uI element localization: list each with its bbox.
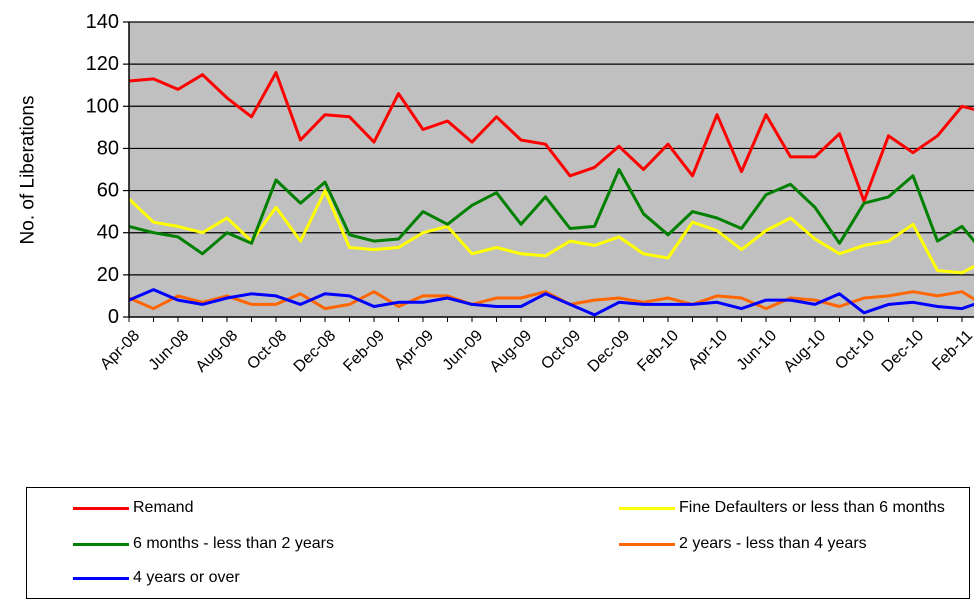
y-tick-label-140: 140	[86, 11, 119, 33]
legend-item-remand: Remand	[73, 498, 193, 518]
y-tick-label-100: 100	[86, 95, 119, 117]
y-axis-label: No. of Liberations	[18, 96, 39, 245]
legend-label-4y-over: 4 years or over	[133, 569, 240, 586]
x-tick-label-Feb-10: Feb-10	[634, 327, 682, 375]
y-tick-label-120: 120	[86, 53, 119, 75]
x-tick-label-Jun-10: Jun-10	[734, 327, 781, 374]
legend-swatch-4y-over	[73, 576, 129, 580]
series-lines	[127, 71, 974, 317]
y-tick-label-60: 60	[97, 180, 119, 202]
y-tick-label-20: 20	[97, 264, 119, 286]
x-tick-label-Oct-09: Oct-09	[538, 327, 584, 373]
legend-item-6m-2y: 6 months - less than 2 years	[73, 534, 334, 554]
x-tick-label-Dec-09: Dec-09	[585, 327, 634, 376]
legend-label-fine-defaulters: Fine Defaulters or less than 6 months	[679, 499, 945, 516]
legend-item-fine-defaulters: Fine Defaulters or less than 6 months	[619, 498, 945, 518]
gridlines	[129, 21, 974, 276]
y-tick-label-80: 80	[97, 137, 119, 159]
legend-swatch-fine-defaulters	[619, 506, 675, 510]
legend-item-4y-over: 4 years or over	[73, 568, 240, 588]
x-tick-label-Aug-08: Aug-08	[193, 327, 242, 376]
legend: Remand Fine Defaulters or less than 6 mo…	[26, 487, 970, 599]
series-line-1	[127, 189, 974, 275]
legend-swatch-2y-4y	[619, 542, 675, 546]
y-tick-label-0: 0	[108, 306, 119, 328]
legend-item-2y-4y: 2 years - less than 4 years	[619, 534, 867, 554]
x-tick-label-Apr-09: Apr-09	[391, 327, 437, 373]
x-tick-label-Oct-08: Oct-08	[244, 327, 290, 373]
x-tick-label-Jun-09: Jun-09	[440, 327, 487, 374]
x-tick-labels: Apr-08 Jun-08 Aug-08 Oct-08 Dec-08 Feb-09 Apr-…	[97, 317, 974, 376]
legend-swatch-remand	[73, 506, 129, 510]
x-tick-label-Jun-08: Jun-08	[146, 327, 193, 374]
series-line-0	[128, 71, 974, 203]
y-tick-labels: 0 20 40 60 80 100 120 140	[86, 11, 129, 328]
series-line-2	[128, 168, 974, 256]
x-tick-label-Aug-10: Aug-10	[781, 327, 830, 376]
x-tick-label-Feb-09: Feb-09	[340, 327, 388, 375]
x-tick-label-Apr-08: Apr-08	[97, 327, 143, 373]
x-tick-label-Aug-09: Aug-09	[487, 327, 536, 376]
legend-label-remand: Remand	[133, 499, 194, 516]
legend-label-6m-2y: 6 months - less than 2 years	[133, 535, 334, 552]
series-line-4	[128, 288, 974, 317]
x-tick-label-Apr-10: Apr-10	[685, 327, 731, 373]
legend-swatch-6m-2y	[73, 542, 129, 546]
x-tick-label-Oct-10: Oct-10	[832, 327, 878, 373]
x-tick-label-Dec-10: Dec-10	[879, 327, 928, 376]
x-tick-label-Feb-11: Feb-11	[929, 327, 974, 374]
legend-label-2y-4y: 2 years - less than 4 years	[679, 535, 867, 552]
plot-area	[129, 22, 974, 317]
y-tick-label-40: 40	[97, 222, 119, 244]
x-tick-label-Dec-08: Dec-08	[291, 327, 340, 376]
